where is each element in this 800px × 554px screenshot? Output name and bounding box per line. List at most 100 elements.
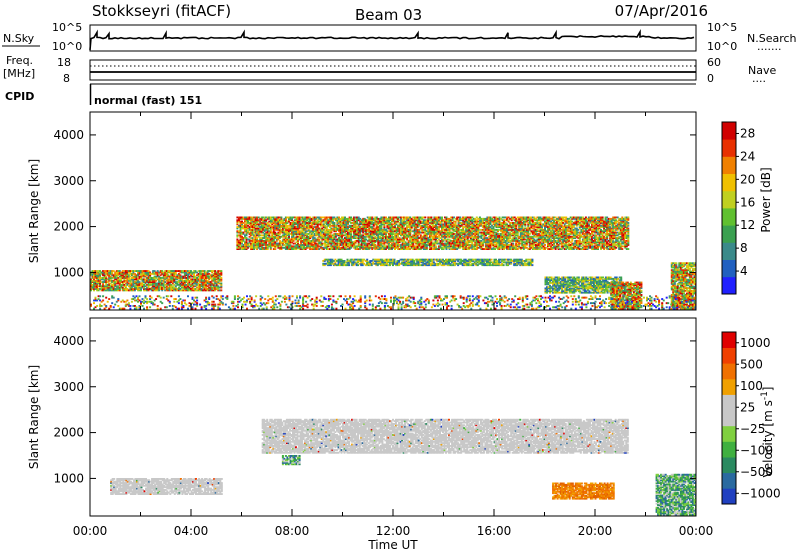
- echo-cell: [386, 246, 389, 249]
- echo-cell: [489, 234, 492, 237]
- echo-cell: [179, 270, 182, 272]
- echo-cell: [398, 219, 401, 222]
- echo-cell: [167, 286, 170, 289]
- echo-cell: [143, 283, 145, 286]
- echo-cell: [208, 277, 211, 279]
- echo-cell: [342, 222, 345, 224]
- echo-cell: [480, 233, 483, 235]
- echo-cell: [328, 242, 331, 245]
- echo-cell: [392, 245, 395, 248]
- echo-cell: [339, 231, 342, 234]
- echo-cell: [397, 242, 399, 245]
- echo-cell: [410, 245, 413, 248]
- echo-cell: [96, 286, 99, 289]
- echo-cell: [512, 217, 515, 220]
- echo-cell: [503, 216, 506, 219]
- echo-cell: [241, 222, 243, 224]
- echo-cell: [389, 227, 392, 230]
- echo-cell: [519, 238, 522, 241]
- echo-cell: [515, 223, 518, 226]
- echo-cell: [507, 226, 510, 228]
- echo-cell: [112, 279, 115, 282]
- echo-cell: [182, 282, 185, 285]
- echo-cell: [214, 275, 217, 278]
- echo-cell: [336, 219, 339, 222]
- echo-cell: [486, 216, 489, 219]
- echo-cell: [406, 242, 409, 245]
- echo-cell: [351, 222, 354, 224]
- echo-cell: [468, 246, 471, 249]
- echo-cell: [241, 235, 243, 238]
- echo-cell: [253, 244, 256, 246]
- echo-cell: [241, 238, 243, 241]
- echo-cell: [114, 285, 117, 288]
- echo-cell: [318, 245, 321, 248]
- echo-cell: [421, 244, 424, 246]
- echo-cell: [254, 237, 257, 239]
- echo-cell: [522, 238, 525, 241]
- echo-cell: [260, 222, 263, 224]
- echo-cell: [327, 216, 330, 219]
- echo-cell: [424, 224, 427, 227]
- echo-cell: [347, 238, 349, 241]
- echo-cell: [344, 246, 346, 249]
- echo-cell: [501, 234, 504, 237]
- echo-cell: [319, 219, 322, 222]
- echo-cell: [244, 216, 246, 219]
- echo-cell: [331, 217, 334, 220]
- echo-cell: [118, 275, 121, 278]
- echo-cell: [369, 235, 372, 238]
- echo-cell: [112, 285, 115, 288]
- echo-cell: [321, 223, 324, 226]
- echo-cell: [378, 220, 381, 223]
- echo-cell: [359, 222, 362, 224]
- echo-cell: [298, 231, 301, 234]
- echo-cell: [404, 241, 407, 244]
- echo-cell: [333, 224, 336, 227]
- echo-cell: [406, 216, 409, 219]
- echo-cell: [173, 271, 176, 274]
- echo-cell: [487, 227, 490, 230]
- echo-cell: [450, 244, 453, 246]
- echo-cell: [415, 227, 418, 230]
- echo-cell: [114, 274, 117, 277]
- echo-cell: [483, 237, 486, 239]
- echo-cell: [506, 226, 509, 228]
- echo-cell: [259, 220, 262, 223]
- echo-cell: [303, 228, 306, 231]
- echo-cell: [147, 279, 150, 282]
- echo-cell: [413, 219, 416, 222]
- echo-cell: [478, 223, 481, 226]
- echo-cell: [421, 239, 424, 242]
- echo-cell: [354, 231, 357, 234]
- echo-cell: [167, 274, 170, 277]
- echo-cell: [167, 282, 170, 285]
- echo-cell: [522, 234, 525, 237]
- echo-cell: [146, 281, 149, 283]
- echo-cell: [288, 231, 290, 234]
- echo-cell: [425, 220, 428, 223]
- echo-cell: [298, 237, 301, 239]
- echo-cell: [403, 224, 406, 227]
- echo-cell: [289, 241, 292, 244]
- echo-cell: [525, 233, 528, 235]
- echo-cell: [531, 238, 534, 241]
- echo-cell: [366, 216, 369, 219]
- echo-cell: [137, 281, 139, 283]
- echo-cell: [306, 237, 309, 239]
- echo-cell: [459, 238, 462, 241]
- echo-cell: [468, 217, 471, 220]
- echo-cell: [491, 238, 493, 241]
- echo-cell: [205, 289, 208, 292]
- echo-cell: [214, 281, 217, 283]
- echo-cell: [519, 235, 522, 238]
- echo-cell: [215, 278, 218, 281]
- echo-cell: [202, 279, 205, 282]
- echo-cell: [498, 238, 501, 241]
- echo-cell: [90, 289, 92, 292]
- echo-cell: [194, 285, 197, 288]
- echo-cell: [138, 282, 141, 285]
- echo-cell: [528, 228, 531, 231]
- echo-cell: [360, 246, 363, 249]
- echo-cell: [194, 283, 197, 286]
